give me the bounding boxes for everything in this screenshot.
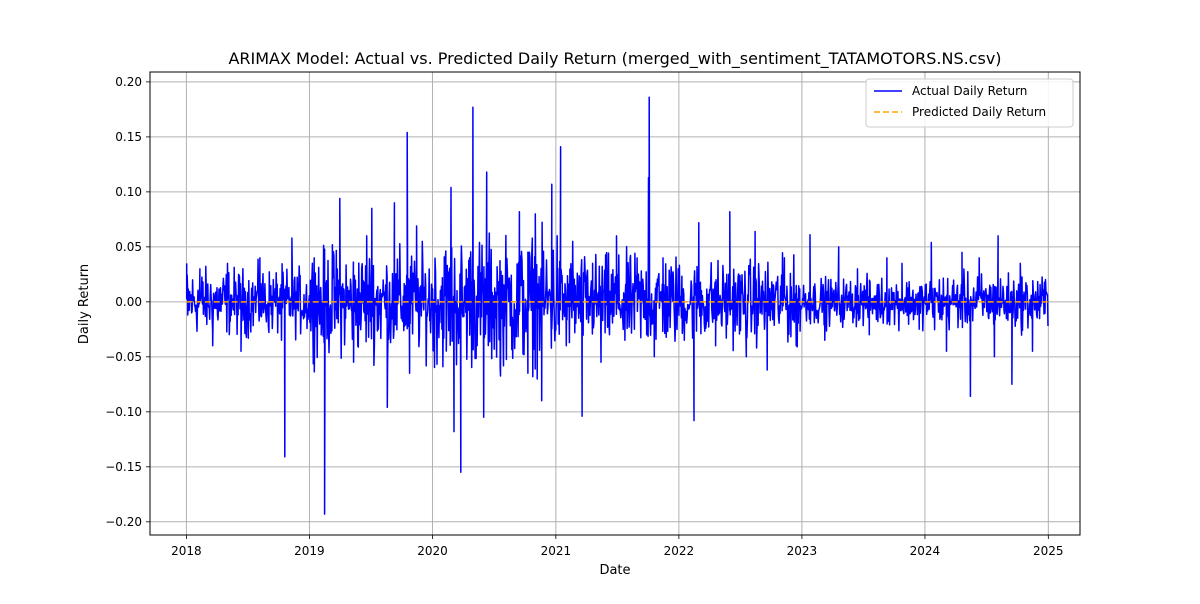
y-tick-label: −0.05	[105, 350, 142, 364]
y-tick-label: −0.20	[105, 515, 142, 529]
x-tick-label: 2022	[664, 544, 695, 558]
x-tick-label: 2019	[294, 544, 325, 558]
legend-box	[865, 78, 1074, 128]
x-tick-label: 2018	[171, 544, 202, 558]
y-tick-label: 0.05	[115, 240, 142, 254]
y-tick-label: 0.00	[115, 295, 142, 309]
y-tick-label: −0.15	[105, 460, 142, 474]
series-actual-daily-return	[185, 96, 1049, 515]
legend-label: Actual Daily Return	[912, 84, 1027, 98]
y-tick-label: 0.20	[115, 75, 142, 89]
y-tick-label: 0.10	[115, 185, 142, 199]
y-axis-label: Daily Return	[77, 264, 92, 344]
plot-frame	[149, 71, 1081, 536]
x-tick-label: 2020	[417, 544, 448, 558]
x-axis-label: Date	[599, 563, 630, 578]
x-tick-label: 2024	[910, 544, 941, 558]
x-tick-label: 2025	[1033, 544, 1064, 558]
grid-lines	[150, 72, 1080, 535]
legend: Actual Daily Return Predicted Daily Retur…	[865, 78, 1074, 128]
chart-title: ARIMAX Model: Actual vs. Predicted Daily…	[228, 49, 1001, 69]
x-tick-label: 2021	[541, 544, 572, 558]
x-tick-label: 2023	[787, 544, 818, 558]
legend-label: Predicted Daily Return	[912, 105, 1046, 119]
y-tick-label: −0.10	[105, 405, 142, 419]
y-tick-label: 0.15	[115, 130, 142, 144]
axes: 2018 2019 2020 2021 2022 2023 2024 2025 0.20 0.15…	[105, 71, 1081, 558]
series-layer	[185, 96, 1049, 515]
